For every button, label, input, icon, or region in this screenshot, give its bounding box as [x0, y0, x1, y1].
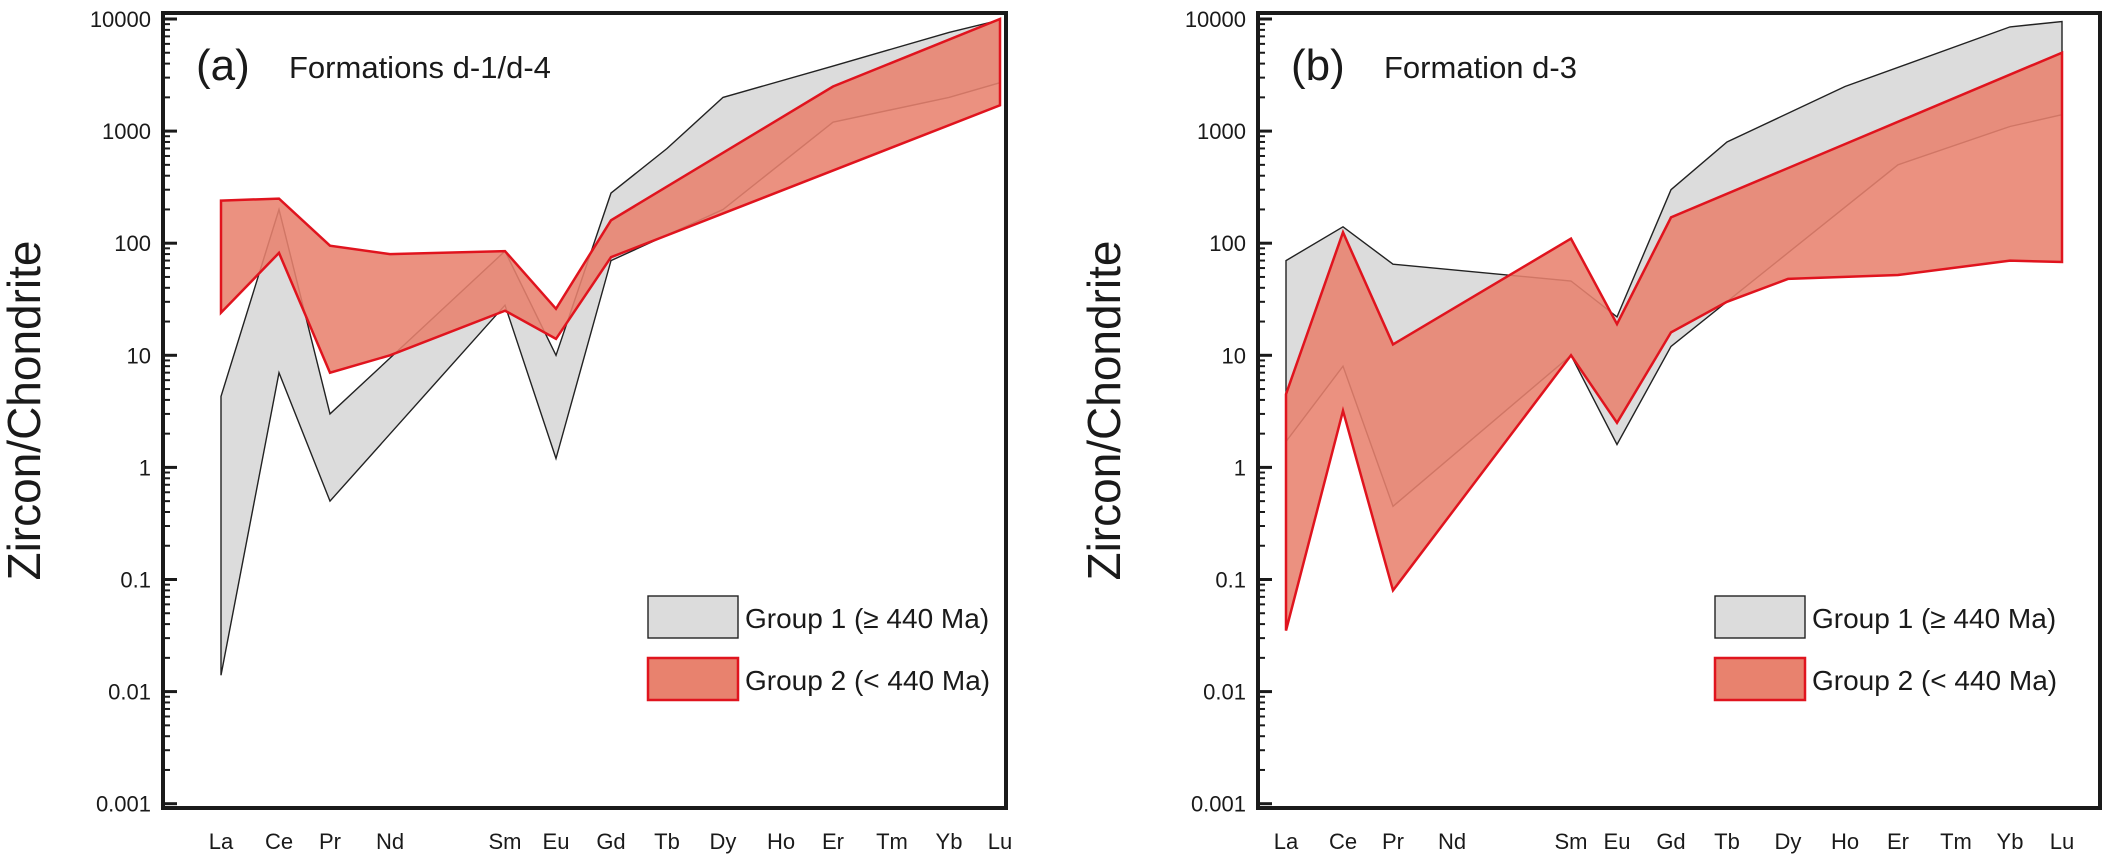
y-tick-label: 10 — [127, 343, 151, 368]
band-group-2 — [1284, 50, 2064, 631]
x-tick-label-tb: Tb — [1714, 829, 1740, 854]
x-tick-label-pr: Pr — [319, 829, 341, 854]
y-axis-label: Zircon/Chondrite — [0, 240, 50, 580]
x-tick-label-dy: Dy — [1775, 829, 1802, 854]
x-tick-label-gd: Gd — [596, 829, 625, 854]
x-tick-label-dy: Dy — [710, 829, 737, 854]
y-tick-label: 0.1 — [120, 568, 151, 593]
y-tick-label: 0.001 — [1191, 792, 1246, 817]
x-tick-label-la: La — [209, 829, 234, 854]
x-tick-label-ce: Ce — [1329, 829, 1357, 854]
x-tick-label-er: Er — [1887, 829, 1909, 854]
x-tick-label-la: La — [1274, 829, 1299, 854]
y-tick-label: 100 — [114, 231, 151, 256]
legend-label-group-1: Group 1 (≥ 440 Ma) — [745, 603, 989, 634]
x-tick-label-ho: Ho — [1831, 829, 1859, 854]
legend-label-group-2: Group 2 (< 440 Ma) — [745, 665, 990, 696]
y-tick-label: 0.01 — [1203, 680, 1246, 705]
band-group-2 — [219, 17, 1002, 375]
x-tick-label-nd: Nd — [1438, 829, 1466, 854]
x-tick-label-ce: Ce — [265, 829, 293, 854]
x-tick-label-sm: Sm — [489, 829, 522, 854]
y-tick-label: 10000 — [90, 7, 151, 32]
x-tick-label-lu: Lu — [2050, 829, 2074, 854]
legend-swatch-group-1 — [1714, 595, 1806, 639]
legend-label-group-2: Group 2 (< 440 Ma) — [1812, 665, 2057, 696]
panel-a: 0.001 0.01 0.1 1 10 100 1000 10000 Zircon/Chondr… — [0, 7, 1012, 854]
plot-frame — [161, 11, 1008, 810]
panel-label: (a) — [196, 41, 250, 90]
x-tick-label-gd: Gd — [1656, 829, 1685, 854]
y-axis-label: Zircon/Chondrite — [1078, 240, 1130, 580]
panel-label: (b) — [1291, 41, 1345, 90]
y-tick-label: 100 — [1209, 231, 1246, 256]
x-tick-label-pr: Pr — [1382, 829, 1404, 854]
x-tick-label-eu: Eu — [543, 829, 570, 854]
x-tick-label-sm: Sm — [1555, 829, 1588, 854]
legend-swatch-group-2 — [1713, 656, 1807, 702]
y-tick-label: 1 — [1234, 455, 1246, 480]
plot-frame — [1256, 11, 2102, 810]
legend-swatch-group-2 — [646, 656, 740, 702]
panel-title: Formation d-3 — [1384, 50, 1577, 85]
y-tick-label: 0.001 — [96, 792, 151, 817]
x-tick-label-eu: Eu — [1604, 829, 1631, 854]
x-tick-label-nd: Nd — [376, 829, 404, 854]
y-tick-label: 0.1 — [1215, 568, 1246, 593]
x-tick-label-yb: Yb — [936, 829, 963, 854]
x-tick-label-yb: Yb — [1997, 829, 2024, 854]
x-tick-label-er: Er — [822, 829, 844, 854]
x-tick-label-lu: Lu — [988, 829, 1012, 854]
y-tick-label: 10 — [1222, 343, 1246, 368]
x-tick-label-tm: Tm — [876, 829, 908, 854]
x-tick-label-tm: Tm — [1940, 829, 1972, 854]
panel-b: 0.001 0.01 0.1 1 10 100 1000 10000 Zircon/Chondr… — [1078, 7, 2102, 854]
y-tick-label: 1000 — [102, 119, 151, 144]
x-tick-label-tb: Tb — [654, 829, 680, 854]
y-tick-label: 1 — [139, 455, 151, 480]
legend-label-group-1: Group 1 (≥ 440 Ma) — [1812, 603, 2056, 634]
y-tick-label: 10000 — [1185, 7, 1246, 32]
legend-swatch-group-1 — [647, 595, 739, 639]
y-tick-label: 1000 — [1197, 119, 1246, 144]
panel-title: Formations d-1/d-4 — [289, 50, 551, 85]
y-tick-label: 0.01 — [108, 680, 151, 705]
x-tick-label-ho: Ho — [767, 829, 795, 854]
